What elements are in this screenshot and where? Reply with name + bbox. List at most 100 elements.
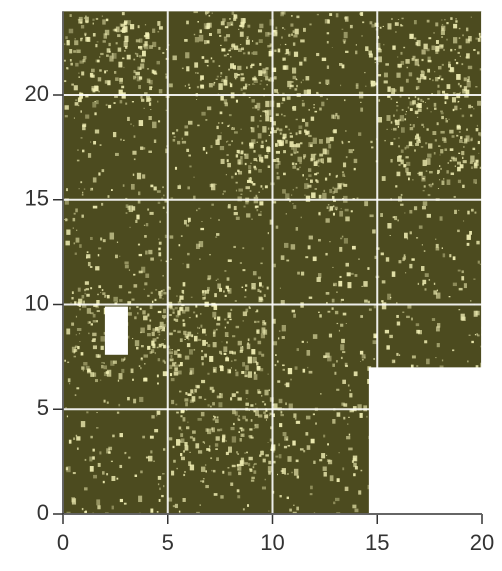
speckle [170, 354, 173, 358]
speckle [201, 56, 205, 59]
speckle [223, 36, 227, 39]
speckle [302, 174, 304, 177]
speckle [127, 20, 132, 26]
speckle [244, 452, 246, 454]
speckle [453, 37, 458, 44]
speckle [97, 355, 101, 358]
speckle [295, 143, 301, 148]
speckle [415, 237, 419, 239]
speckle [426, 128, 429, 131]
speckle [461, 150, 465, 156]
speckle [213, 81, 216, 84]
speckle [79, 60, 84, 64]
speckle [204, 11, 209, 15]
speckle [267, 373, 269, 375]
speckle [230, 360, 233, 363]
speckle [427, 68, 431, 73]
speckle [425, 170, 428, 173]
speckle [234, 300, 237, 302]
speckle [52, 67, 54, 69]
speckle [293, 34, 298, 38]
speckle [417, 172, 420, 175]
speckle [259, 23, 264, 29]
speckle [251, 139, 256, 144]
speckle [342, 312, 347, 316]
speckle [344, 362, 348, 367]
speckle [165, 73, 167, 76]
speckle [290, 378, 292, 381]
speckle [117, 379, 120, 382]
speckle [162, 448, 166, 451]
speckle [273, 129, 278, 134]
speckle [219, 111, 223, 115]
speckle [76, 327, 82, 331]
speckle [318, 238, 321, 242]
speckle [441, 180, 445, 186]
speckle [191, 334, 194, 338]
speckle [326, 65, 330, 69]
speckle [82, 93, 84, 95]
speckle [255, 42, 259, 45]
speckle [200, 480, 202, 483]
speckle [181, 67, 184, 70]
speckle [282, 368, 285, 371]
speckle [201, 379, 206, 384]
speckle [277, 139, 282, 143]
speckle [409, 101, 415, 106]
speckle [144, 282, 148, 286]
speckle [294, 417, 297, 420]
speckle [205, 484, 209, 489]
speckle [51, 30, 55, 33]
speckle [409, 209, 413, 214]
speckle [322, 192, 327, 200]
speckle [348, 447, 353, 451]
speckle [129, 226, 131, 229]
speckle [295, 78, 298, 80]
speckle [423, 250, 426, 253]
speckle [123, 66, 125, 69]
speckle [278, 454, 282, 459]
speckle [136, 172, 142, 180]
speckle [231, 464, 236, 468]
speckle [465, 38, 470, 44]
speckle [292, 42, 296, 46]
speckle [423, 76, 427, 80]
speckle [121, 358, 125, 362]
speckle [100, 52, 104, 56]
speckle [364, 356, 366, 359]
speckle [325, 252, 328, 256]
speckle [379, 26, 382, 29]
speckle [417, 330, 422, 335]
speckle [240, 193, 243, 195]
speckle [429, 183, 433, 188]
speckle [254, 423, 259, 429]
speckle [369, 21, 373, 25]
speckle [137, 243, 141, 246]
speckle [331, 114, 335, 119]
speckle [392, 216, 395, 219]
speckle [238, 471, 242, 476]
speckle [252, 356, 257, 364]
speckle [474, 162, 478, 167]
speckle [186, 426, 190, 430]
speckle [316, 91, 319, 95]
speckle [323, 471, 327, 477]
speckle [78, 72, 80, 74]
speckle [161, 494, 164, 498]
speckle [327, 204, 330, 206]
blank-region [104, 306, 128, 355]
speckle [172, 308, 175, 311]
speckle [449, 148, 454, 151]
speckle [184, 441, 188, 446]
speckle [377, 48, 382, 53]
speckle [314, 173, 318, 176]
x-tick-label: 10 [260, 530, 284, 555]
speckle [77, 97, 82, 103]
speckle [190, 370, 193, 373]
speckle [304, 194, 306, 196]
speckle [163, 327, 166, 330]
speckle [205, 470, 207, 473]
speckle [246, 398, 248, 400]
speckle [96, 320, 98, 323]
speckle [235, 451, 239, 454]
